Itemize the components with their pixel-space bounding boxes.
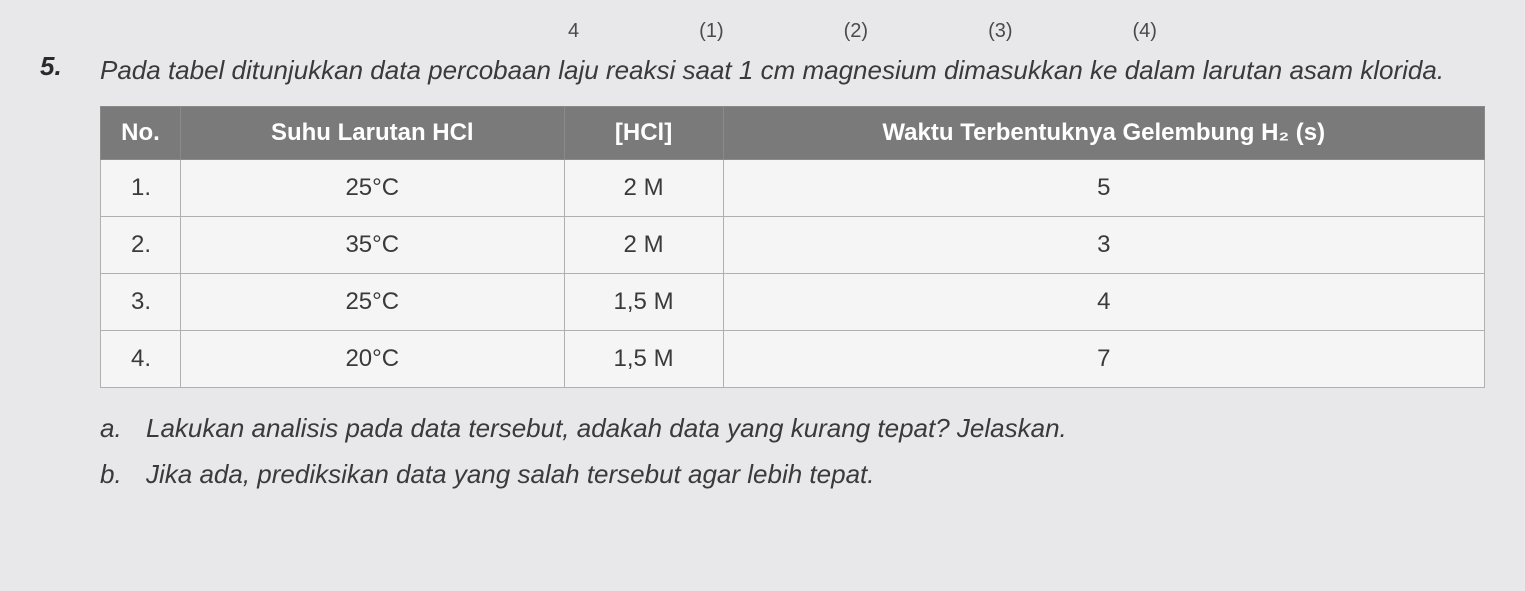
table-row: 4. 20°C 1,5 M 7 <box>101 331 1485 388</box>
data-table: No. Suhu Larutan HCl [HCl] Waktu Terbent… <box>100 106 1485 388</box>
cell-waktu: 4 <box>723 274 1484 331</box>
table-row: 3. 25°C 1,5 M 4 <box>101 274 1485 331</box>
sub-questions: a. Lakukan analisis pada data tersebut, … <box>100 408 1485 495</box>
option-1: (1) <box>699 20 723 43</box>
sub-question-a: a. Lakukan analisis pada data tersebut, … <box>100 408 1485 450</box>
cell-no: 3. <box>101 274 181 331</box>
question-block: 5. Pada tabel ditunjukkan data percobaan… <box>40 51 1485 499</box>
cell-hcl: 1,5 M <box>564 274 723 331</box>
option-4-label: 4 <box>568 20 579 43</box>
cell-no: 4. <box>101 331 181 388</box>
table-row: 2. 35°C 2 M 3 <box>101 217 1485 274</box>
question-content: Pada tabel ditunjukkan data percobaan la… <box>100 51 1485 499</box>
sub-text-a: Lakukan analisis pada data tersebut, ada… <box>146 408 1067 450</box>
cell-waktu: 7 <box>723 331 1484 388</box>
cell-hcl: 2 M <box>564 160 723 217</box>
cell-waktu: 3 <box>723 217 1484 274</box>
table-row: 1. 25°C 2 M 5 <box>101 160 1485 217</box>
top-options-row: 4 (1) (2) (3) (4) <box>240 20 1485 43</box>
header-no: No. <box>101 107 181 160</box>
cell-suhu: 35°C <box>181 217 565 274</box>
cell-no: 1. <box>101 160 181 217</box>
cell-suhu: 25°C <box>181 160 565 217</box>
header-hcl: [HCl] <box>564 107 723 160</box>
cell-waktu: 5 <box>723 160 1484 217</box>
option-2: (2) <box>844 20 868 43</box>
header-waktu: Waktu Terbentuknya Gelembung H₂ (s) <box>723 107 1484 160</box>
table-header-row: No. Suhu Larutan HCl [HCl] Waktu Terbent… <box>101 107 1485 160</box>
cell-suhu: 25°C <box>181 274 565 331</box>
sub-question-b: b. Jika ada, prediksikan data yang salah… <box>100 454 1485 496</box>
cell-hcl: 2 M <box>564 217 723 274</box>
sub-letter-b: b. <box>100 454 130 496</box>
sub-text-b: Jika ada, prediksikan data yang salah te… <box>146 454 874 496</box>
cell-hcl: 1,5 M <box>564 331 723 388</box>
option-4: (4) <box>1133 20 1157 43</box>
cell-no: 2. <box>101 217 181 274</box>
header-suhu: Suhu Larutan HCl <box>181 107 565 160</box>
option-3: (3) <box>988 20 1012 43</box>
question-text: Pada tabel ditunjukkan data percobaan la… <box>100 51 1485 90</box>
sub-letter-a: a. <box>100 408 130 450</box>
question-number: 5. <box>40 51 80 499</box>
cell-suhu: 20°C <box>181 331 565 388</box>
